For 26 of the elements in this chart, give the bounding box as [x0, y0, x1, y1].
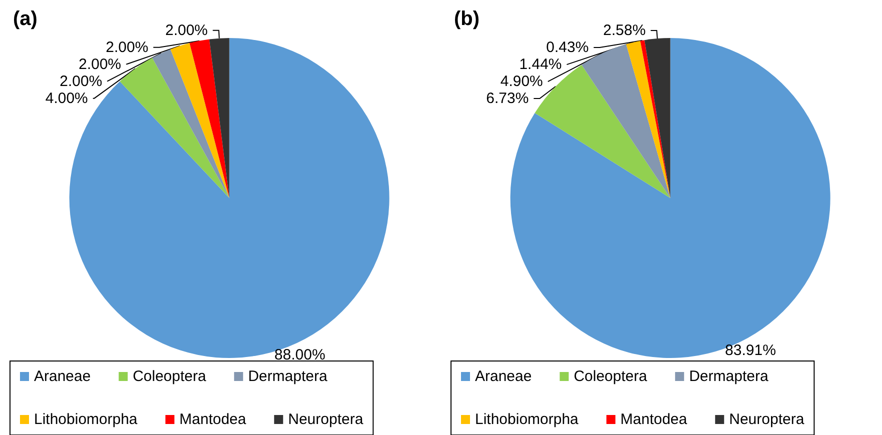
data-label: 2.00%	[78, 56, 122, 73]
data-label: 2.00%	[106, 38, 148, 56]
data-label: 0.43%	[546, 39, 589, 56]
data-label: 4.90%	[500, 73, 543, 90]
legend-label: Araneae	[34, 368, 91, 385]
legend-label: Lithobiomorpha	[475, 411, 580, 428]
chart-title: (b)	[454, 8, 480, 30]
data-label: 88.00%	[274, 346, 326, 364]
legend-label: Neuroptera	[288, 411, 364, 428]
data-label: 1.44%	[519, 56, 562, 74]
data-label: 83.91%	[725, 342, 776, 360]
legend-label: Lithobiomorpha	[34, 411, 138, 428]
legend-label: Coleoptera	[132, 368, 207, 385]
legend-label: Mantodea	[179, 411, 247, 428]
legend-label: Dermaptera	[689, 368, 769, 385]
legend-label: Coleoptera	[574, 368, 648, 385]
legend-label: Neuroptera	[729, 411, 805, 428]
data-label: 4.00%	[45, 90, 88, 107]
legend-label: Mantodea	[620, 411, 688, 428]
legend-label: Araneae	[475, 368, 532, 385]
data-label: 6.73%	[486, 90, 529, 108]
data-label: 2.58%	[603, 22, 646, 40]
data-label: 2.00%	[165, 22, 208, 39]
chart-title: (a)	[13, 8, 38, 30]
data-label: 2.00%	[60, 72, 102, 90]
legend-label: Dermaptera	[248, 368, 328, 385]
